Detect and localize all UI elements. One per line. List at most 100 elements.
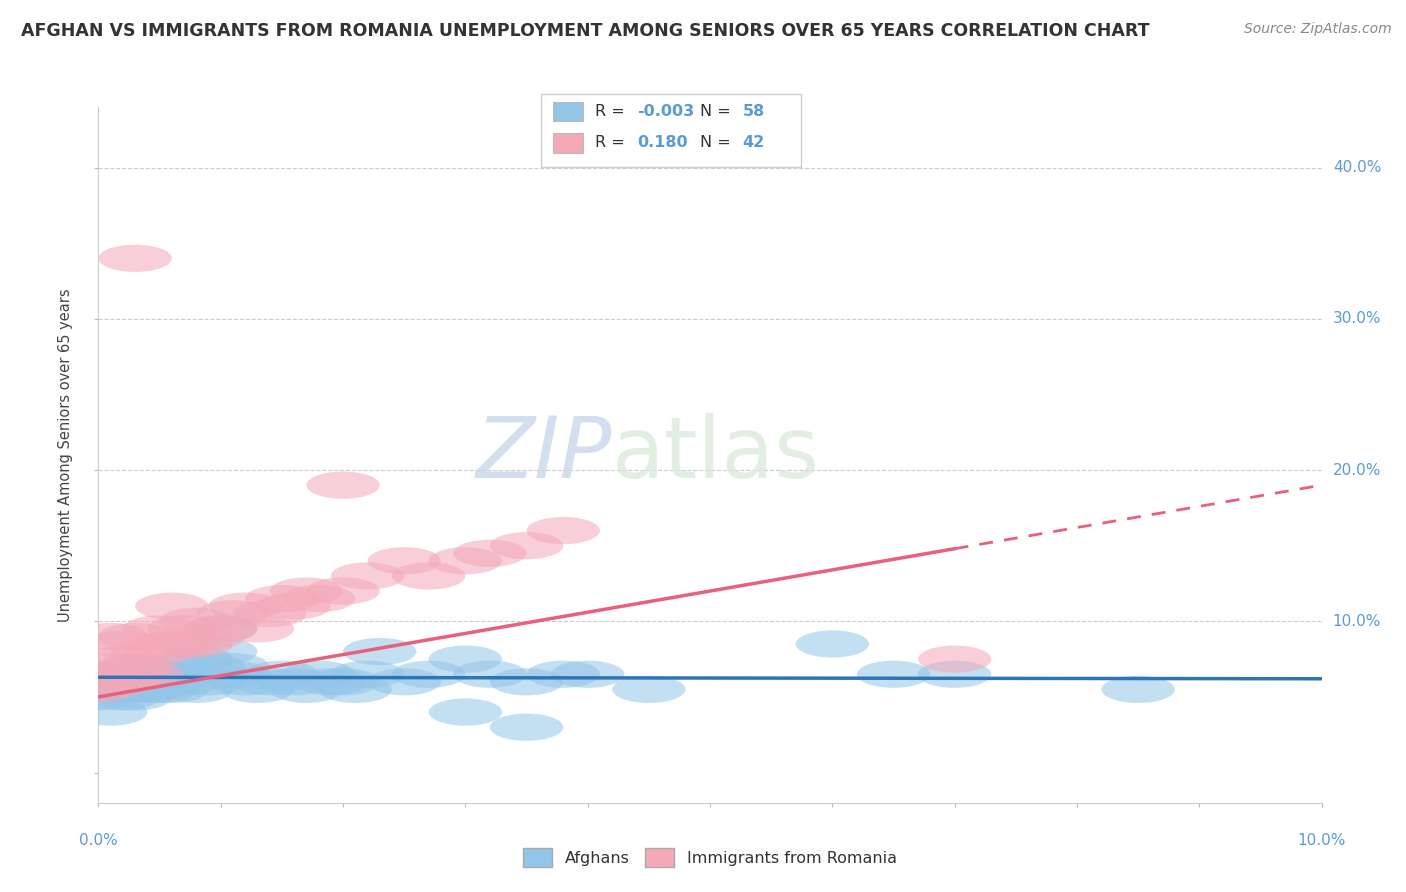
Ellipse shape: [270, 676, 343, 703]
Ellipse shape: [257, 668, 330, 696]
Text: -0.003: -0.003: [637, 104, 695, 119]
Text: 40.0%: 40.0%: [1333, 160, 1381, 175]
Ellipse shape: [367, 547, 441, 574]
Text: atlas: atlas: [612, 413, 820, 497]
Ellipse shape: [257, 592, 330, 620]
Text: 0.0%: 0.0%: [79, 833, 118, 848]
Ellipse shape: [86, 683, 160, 711]
Text: 30.0%: 30.0%: [1333, 311, 1381, 326]
Ellipse shape: [453, 661, 526, 688]
Ellipse shape: [122, 615, 197, 642]
Ellipse shape: [197, 661, 270, 688]
Ellipse shape: [75, 661, 148, 688]
Ellipse shape: [148, 615, 221, 642]
Ellipse shape: [221, 615, 294, 642]
Ellipse shape: [98, 623, 172, 650]
Ellipse shape: [148, 668, 221, 696]
Text: R =: R =: [595, 104, 630, 119]
Text: 10.0%: 10.0%: [1298, 833, 1346, 848]
Ellipse shape: [135, 592, 208, 620]
Ellipse shape: [208, 668, 281, 696]
Text: AFGHAN VS IMMIGRANTS FROM ROMANIA UNEMPLOYMENT AMONG SENIORS OVER 65 YEARS CORRE: AFGHAN VS IMMIGRANTS FROM ROMANIA UNEMPL…: [21, 22, 1150, 40]
Ellipse shape: [429, 698, 502, 726]
Text: 42: 42: [742, 136, 765, 150]
Ellipse shape: [148, 631, 221, 657]
Ellipse shape: [330, 661, 404, 688]
Ellipse shape: [75, 676, 148, 703]
Ellipse shape: [392, 661, 465, 688]
Ellipse shape: [160, 607, 233, 635]
Ellipse shape: [98, 661, 172, 688]
Ellipse shape: [160, 631, 233, 657]
Ellipse shape: [62, 661, 135, 688]
Ellipse shape: [122, 661, 197, 688]
Ellipse shape: [62, 683, 135, 711]
Ellipse shape: [429, 646, 502, 673]
Text: N =: N =: [700, 136, 737, 150]
Ellipse shape: [98, 244, 172, 272]
Ellipse shape: [75, 668, 148, 696]
Ellipse shape: [135, 653, 208, 681]
Ellipse shape: [270, 577, 343, 605]
Ellipse shape: [245, 585, 319, 612]
Ellipse shape: [75, 698, 148, 726]
Ellipse shape: [122, 668, 197, 696]
Text: N =: N =: [700, 104, 737, 119]
Ellipse shape: [75, 668, 148, 696]
Ellipse shape: [197, 600, 270, 627]
Ellipse shape: [281, 661, 356, 688]
Ellipse shape: [75, 653, 148, 681]
Ellipse shape: [86, 646, 160, 673]
Ellipse shape: [184, 615, 257, 642]
Ellipse shape: [98, 668, 172, 696]
Ellipse shape: [319, 676, 392, 703]
Ellipse shape: [233, 668, 307, 696]
Ellipse shape: [307, 577, 380, 605]
Text: Source: ZipAtlas.com: Source: ZipAtlas.com: [1244, 22, 1392, 37]
Ellipse shape: [135, 676, 208, 703]
Ellipse shape: [245, 661, 319, 688]
Ellipse shape: [86, 661, 160, 688]
Ellipse shape: [111, 661, 184, 688]
Ellipse shape: [612, 676, 686, 703]
Ellipse shape: [551, 661, 624, 688]
Ellipse shape: [86, 631, 160, 657]
Ellipse shape: [307, 472, 380, 499]
Legend: Afghans, Immigrants from Romania: Afghans, Immigrants from Romania: [515, 840, 905, 875]
Ellipse shape: [343, 638, 416, 665]
Ellipse shape: [135, 631, 208, 657]
Ellipse shape: [367, 668, 441, 696]
Ellipse shape: [184, 638, 257, 665]
Ellipse shape: [122, 676, 197, 703]
Ellipse shape: [172, 623, 245, 650]
Ellipse shape: [197, 653, 270, 681]
Ellipse shape: [392, 562, 465, 590]
Ellipse shape: [221, 676, 294, 703]
Ellipse shape: [98, 653, 172, 681]
Ellipse shape: [489, 714, 564, 740]
Ellipse shape: [160, 676, 233, 703]
Ellipse shape: [184, 615, 257, 642]
Ellipse shape: [160, 646, 233, 673]
Ellipse shape: [489, 668, 564, 696]
Ellipse shape: [98, 676, 172, 703]
Ellipse shape: [208, 592, 281, 620]
Text: R =: R =: [595, 136, 634, 150]
Ellipse shape: [281, 585, 356, 612]
Ellipse shape: [122, 638, 197, 665]
Text: 58: 58: [742, 104, 765, 119]
Ellipse shape: [918, 661, 991, 688]
Text: 0.180: 0.180: [637, 136, 688, 150]
Ellipse shape: [172, 668, 245, 696]
Ellipse shape: [62, 668, 135, 696]
Ellipse shape: [1101, 676, 1175, 703]
Ellipse shape: [233, 600, 307, 627]
Ellipse shape: [526, 517, 600, 544]
Ellipse shape: [307, 668, 380, 696]
Ellipse shape: [796, 631, 869, 657]
Ellipse shape: [294, 668, 367, 696]
Text: 20.0%: 20.0%: [1333, 463, 1381, 477]
Ellipse shape: [429, 547, 502, 574]
Ellipse shape: [111, 638, 184, 665]
Ellipse shape: [111, 661, 184, 688]
